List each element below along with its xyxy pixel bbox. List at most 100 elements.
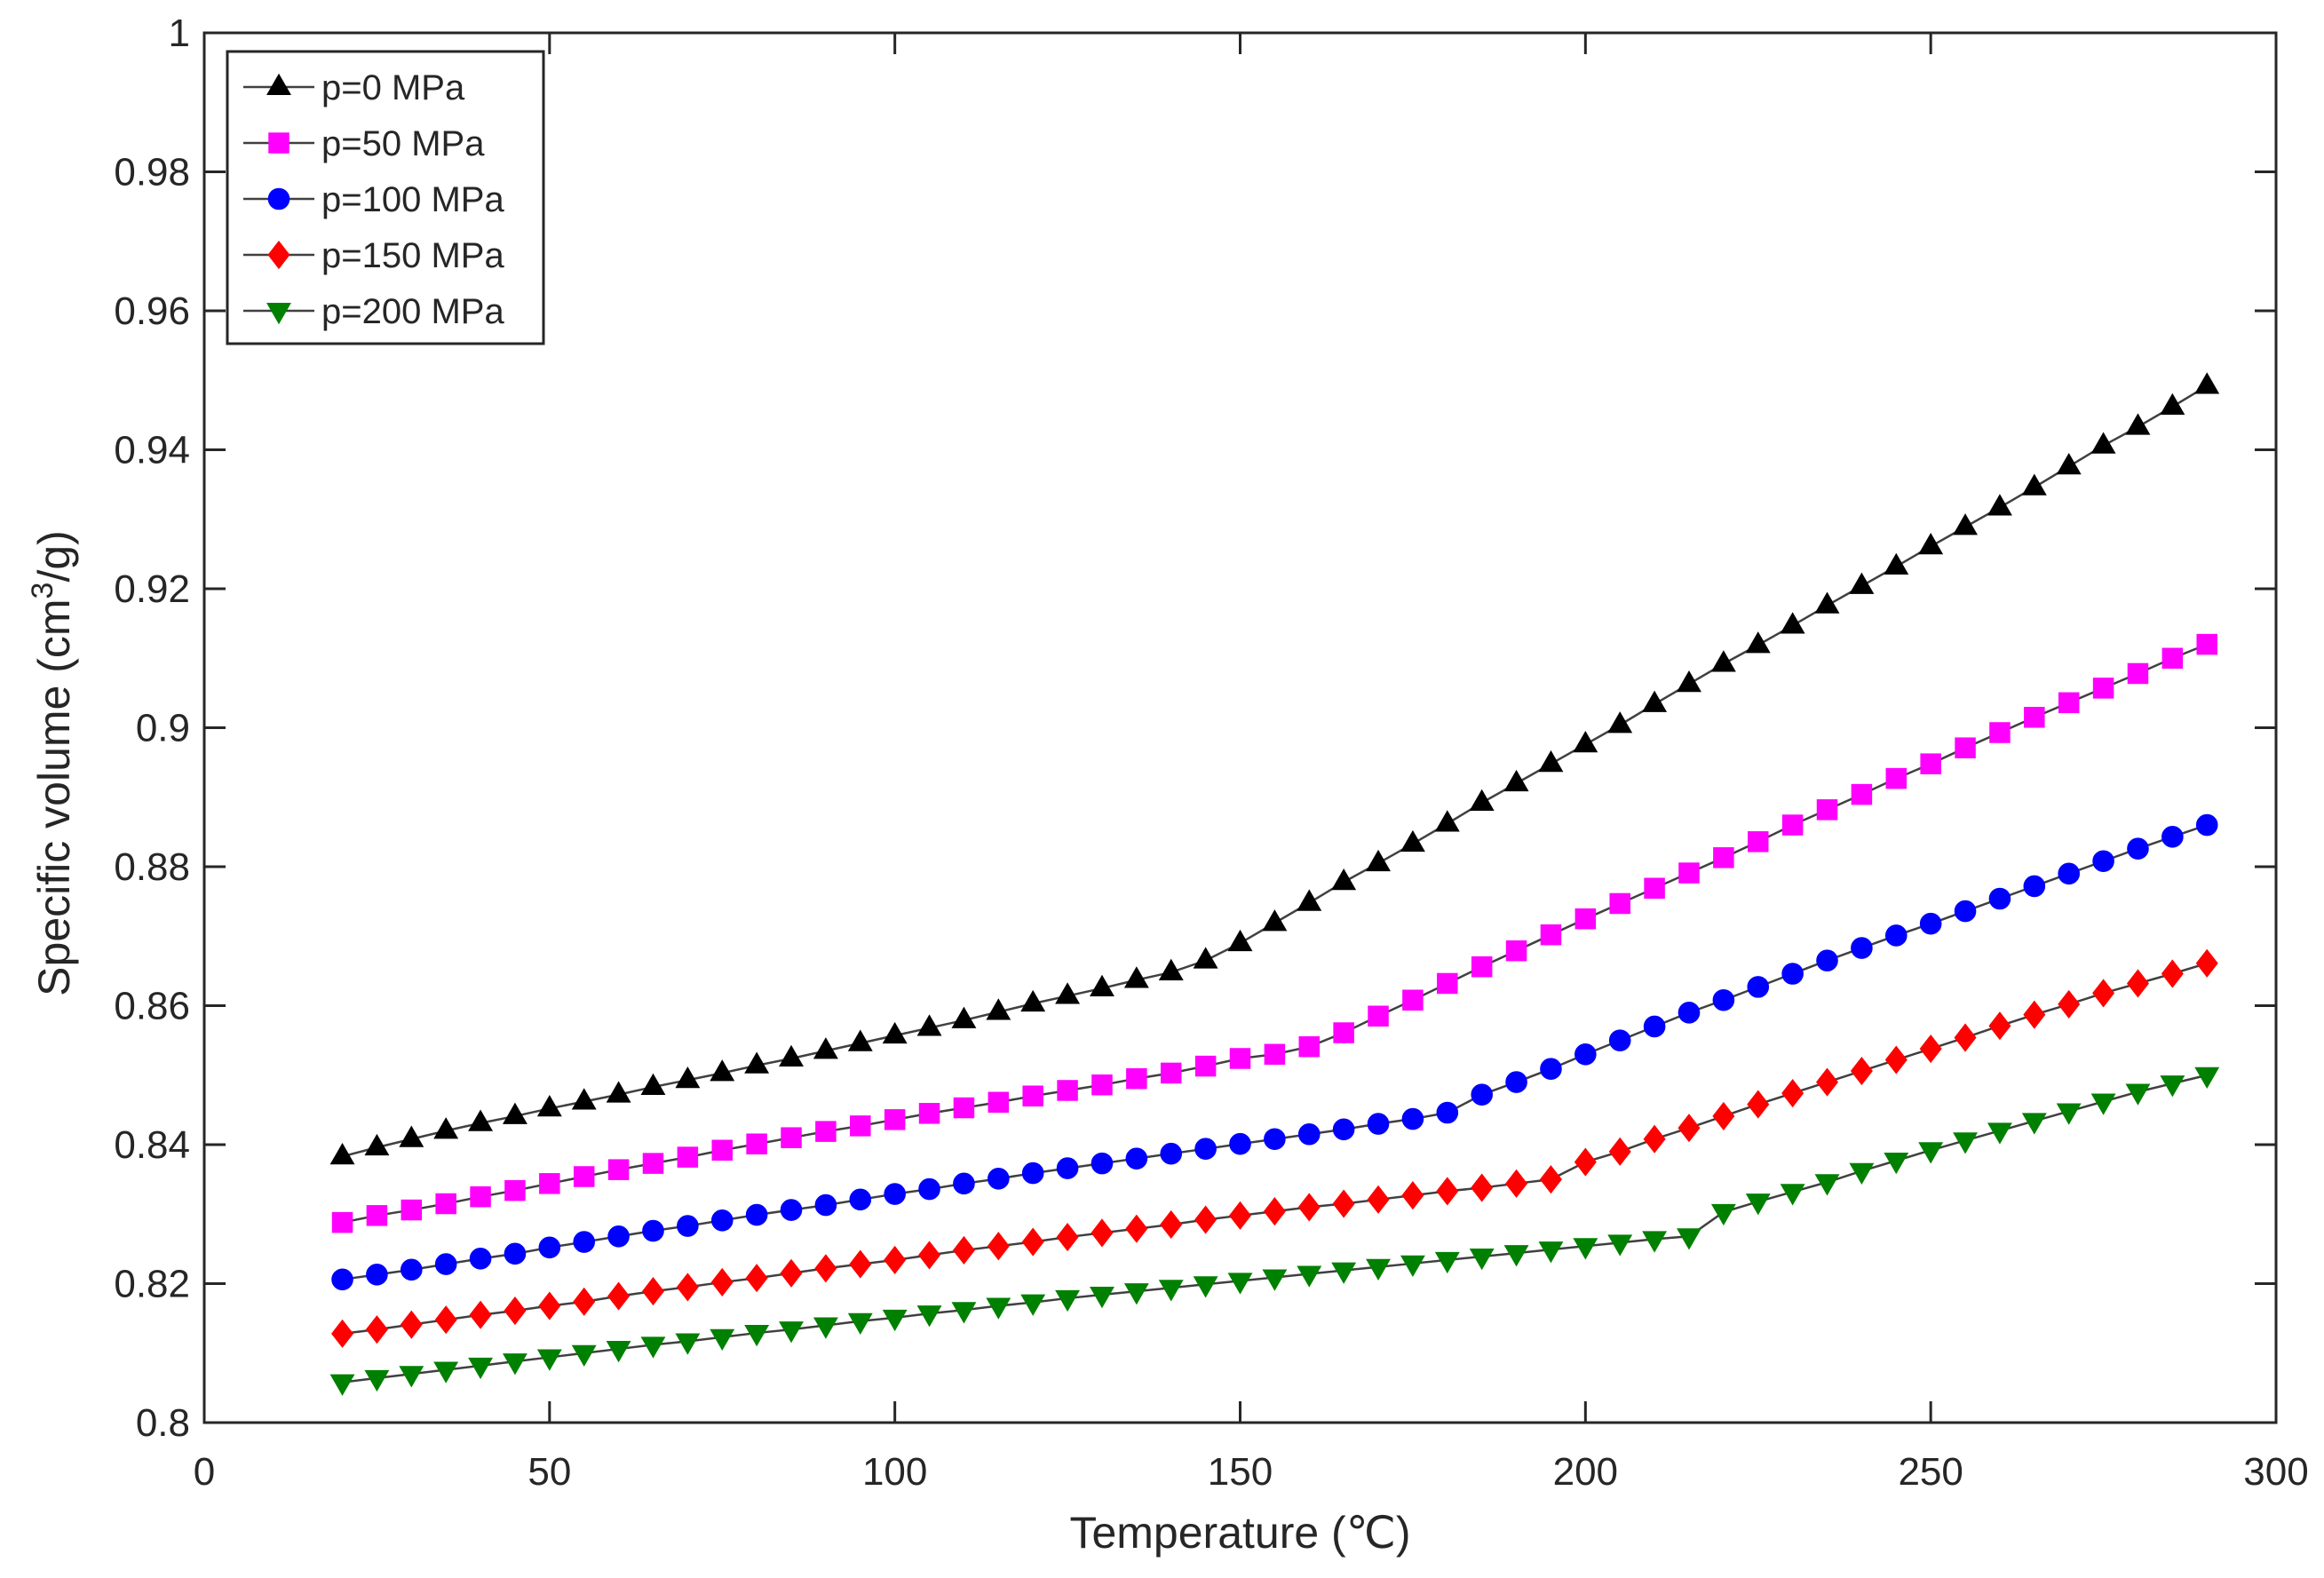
data-point [1608, 1137, 1631, 1166]
legend-label: p=100 MPa [321, 180, 504, 219]
data-point [1678, 862, 1700, 884]
data-point [1989, 722, 2011, 743]
data-point [710, 1328, 735, 1352]
data-point [1055, 1289, 1081, 1312]
data-point [1748, 831, 1769, 852]
data-point [677, 1146, 699, 1168]
data-point [1297, 889, 1322, 911]
data-point [538, 1291, 561, 1320]
data-point [710, 1209, 734, 1232]
x-axis-title: Temperature (℃) [1069, 1508, 1410, 1558]
data-point [2127, 837, 2149, 860]
data-point [1021, 1227, 1044, 1257]
data-point [1608, 1029, 1631, 1051]
data-point [2195, 948, 2218, 978]
data-point [1710, 1203, 1736, 1226]
data-point [607, 1281, 631, 1311]
data-point [1850, 1056, 1873, 1086]
data-point [814, 1193, 837, 1217]
data-point [1469, 1248, 1495, 1271]
data-point [1056, 1223, 1079, 1252]
data-point [1573, 731, 1598, 753]
data-point [573, 1166, 595, 1187]
data-point [1020, 989, 1046, 1012]
data-point [504, 1179, 526, 1201]
data-point [677, 1215, 699, 1237]
data-point [1988, 887, 2011, 910]
y-tick-label: 0.92 [114, 567, 190, 611]
data-point [951, 1006, 977, 1028]
legend-marker [266, 73, 291, 95]
data-point [1642, 690, 1668, 712]
x-tick-label: 100 [862, 1450, 927, 1494]
data-point [1953, 513, 1978, 535]
data-point [1228, 1201, 1252, 1230]
series-1 [329, 372, 2220, 1165]
data-point [1057, 1080, 1078, 1101]
data-point [1713, 847, 1734, 868]
legend-label: p=200 MPa [321, 292, 504, 331]
data-point [1814, 591, 1840, 614]
data-point [606, 1341, 631, 1363]
data-point [1987, 494, 2012, 516]
data-point [1505, 940, 1527, 962]
data-point [399, 1366, 424, 1388]
data-point [1954, 1023, 1977, 1052]
data-point [536, 1095, 562, 1117]
data-point [1747, 1090, 1770, 1119]
data-point [745, 1264, 768, 1293]
x-tick-label: 200 [1553, 1450, 1618, 1494]
data-point [1193, 947, 1218, 969]
data-point [1297, 1193, 1321, 1222]
data-point [1780, 1184, 1805, 1206]
data-point [1434, 1251, 1460, 1274]
data-point [746, 1133, 767, 1154]
data-point [2056, 453, 2082, 475]
data-point [573, 1231, 596, 1253]
data-point [1540, 1058, 1562, 1081]
y-tick-label: 1 [169, 12, 190, 55]
data-point [1540, 924, 1562, 946]
data-point [2058, 862, 2080, 885]
data-point [433, 1117, 459, 1139]
data-point [1538, 749, 1564, 773]
data-point [1056, 1157, 1079, 1179]
y-tick-label: 0.96 [114, 289, 190, 333]
data-point [1885, 767, 1908, 789]
data-point [1437, 972, 1458, 995]
data-point [710, 1059, 735, 1082]
data-point [986, 1297, 1011, 1320]
data-point [1367, 1113, 1390, 1135]
data-point [1987, 1122, 2012, 1145]
data-point [1849, 1162, 1875, 1185]
data-point [918, 1178, 940, 1201]
legend-label: p=150 MPa [321, 236, 504, 275]
data-point [642, 1153, 664, 1174]
data-point [1091, 1074, 1113, 1096]
data-point [1194, 1138, 1217, 1160]
data-point [849, 1249, 872, 1279]
data-point [1469, 789, 1495, 812]
y-tick-label: 0.88 [114, 845, 190, 889]
data-point [1332, 1118, 1355, 1141]
data-point [1747, 976, 1770, 998]
data-point [2024, 707, 2045, 728]
data-point [1918, 533, 1944, 555]
data-point [1918, 1142, 1944, 1164]
data-point [1125, 1147, 1148, 1170]
data-point [435, 1193, 456, 1215]
data-point [1710, 650, 1736, 672]
data-point [1781, 814, 1804, 836]
data-point [1988, 1011, 2011, 1041]
data-point [1401, 1181, 1424, 1210]
data-point [331, 1268, 353, 1291]
data-point [916, 1014, 942, 1036]
data-point [2092, 979, 2115, 1008]
data-point [1781, 963, 1804, 985]
data-point [504, 1242, 527, 1265]
data-point [1919, 1034, 1942, 1064]
data-point [744, 1051, 770, 1074]
data-point [675, 1333, 701, 1355]
data-point [2195, 813, 2218, 837]
data-point [329, 1143, 355, 1165]
